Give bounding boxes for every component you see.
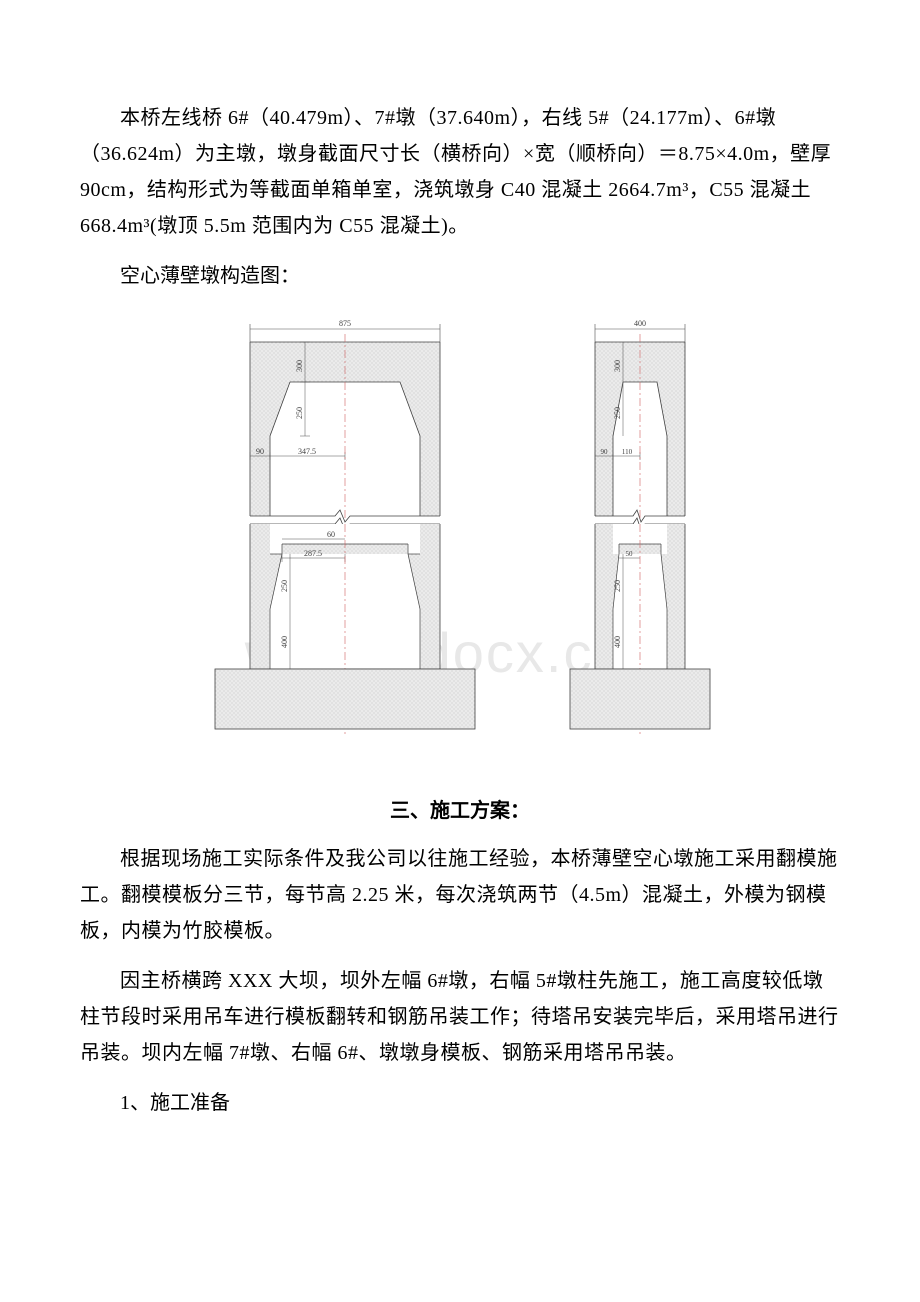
sub-item-1: 1、施工准备 <box>80 1085 840 1121</box>
dim-bottom-r: 400 <box>613 636 622 648</box>
diagram-left-wrapper: 875 300 250 <box>195 314 495 744</box>
diagram-container: 875 300 250 <box>80 314 840 744</box>
dim-wall-r: 90 <box>601 448 609 456</box>
dim-taper-h: 250 <box>295 407 304 419</box>
paragraph-intro: 本桥左线桥 6#（40.479m）、7#墩（37.640m），右线 5#（24.… <box>80 100 840 244</box>
dim-total-width-r: 400 <box>634 319 646 328</box>
section-heading: 三、施工方案： <box>80 794 840 823</box>
dim-inner-r: 110 <box>622 448 633 456</box>
dim-top-gap-r: 300 <box>613 360 622 372</box>
dim-lower-taper-r: 250 <box>613 580 622 592</box>
dim-taper-h-r: 250 <box>613 407 622 419</box>
document-content: 本桥左线桥 6#（40.479m）、7#墩（37.640m），右线 5#（24.… <box>80 100 840 1121</box>
pier-diagram-longitudinal: 400 300 250 <box>555 314 725 744</box>
diagram-right-wrapper: 400 300 250 <box>555 314 725 744</box>
dim-slot-r: 50 <box>626 550 634 558</box>
dim-inner: 347.5 <box>298 447 316 456</box>
pier-diagram-transverse: 875 300 250 <box>195 314 495 744</box>
dim-lower-taper: 250 <box>280 580 289 592</box>
diagram-caption: 空心薄壁墩构造图： <box>80 258 840 294</box>
dim-bottom: 400 <box>280 636 289 648</box>
paragraph-method-1: 根据现场施工实际条件及我公司以往施工经验，本桥薄壁空心墩施工采用翻模施工。翻模模… <box>80 841 840 949</box>
paragraph-method-2: 因主桥横跨 XXX 大坝，坝外左幅 6#墩，右幅 5#墩柱先施工，施工高度较低墩… <box>80 963 840 1071</box>
dim-joint: 60 <box>327 530 335 539</box>
dim-wall: 90 <box>256 447 264 456</box>
dim-top-gap: 300 <box>295 360 304 372</box>
dim-total-width: 875 <box>339 319 351 328</box>
dim-slot-w: 287.5 <box>304 549 322 558</box>
